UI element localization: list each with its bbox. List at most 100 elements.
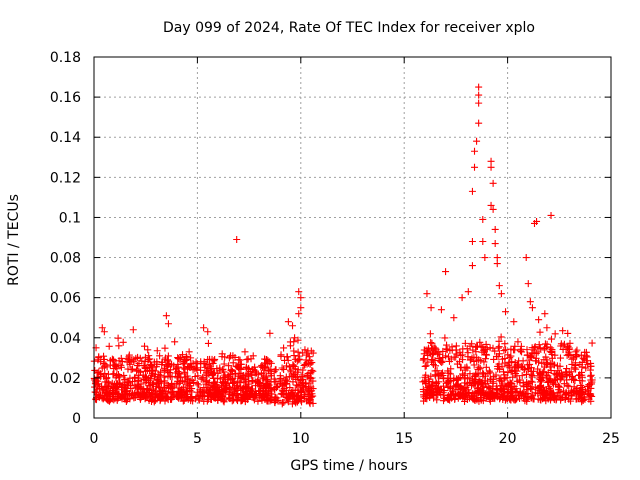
data-point <box>440 394 448 402</box>
data-point <box>479 215 487 223</box>
data-point <box>535 316 543 324</box>
data-point <box>442 352 450 360</box>
data-point <box>475 83 483 91</box>
data-point <box>111 389 119 397</box>
data-point <box>562 390 570 398</box>
y-tick-label: 0.14 <box>50 130 81 146</box>
data-point <box>241 348 249 356</box>
data-point <box>115 391 123 399</box>
data-point <box>295 288 303 296</box>
data-point <box>297 388 305 396</box>
data-point <box>291 334 299 342</box>
data-point <box>266 329 274 337</box>
data-point <box>471 397 479 405</box>
data-point <box>543 324 551 332</box>
data-point <box>482 363 490 371</box>
data-point <box>514 391 522 399</box>
data-point <box>419 356 427 364</box>
data-point <box>499 380 507 388</box>
data-point <box>179 383 187 391</box>
data-point <box>459 370 467 378</box>
data-point <box>544 372 552 380</box>
data-point <box>295 355 303 363</box>
data-point <box>423 395 431 403</box>
data-point <box>485 367 493 375</box>
data-point <box>174 354 182 362</box>
data-point <box>487 375 495 383</box>
data-point <box>298 398 306 406</box>
data-point <box>284 394 292 402</box>
data-point <box>557 372 565 380</box>
data-point <box>536 328 544 336</box>
data-point <box>132 383 140 391</box>
y-tick-label: 0.16 <box>50 90 81 106</box>
data-point <box>562 345 570 353</box>
data-point <box>222 379 230 387</box>
data-point <box>437 306 445 314</box>
data-point <box>162 312 170 320</box>
data-point <box>557 340 565 348</box>
data-point <box>104 396 112 404</box>
data-point <box>450 383 458 391</box>
y-tick-label: 0.06 <box>50 291 81 307</box>
data-point <box>288 391 296 399</box>
data-point <box>439 369 447 377</box>
data-point <box>459 351 467 359</box>
data-point <box>571 376 579 384</box>
data-point <box>175 394 183 402</box>
data-point <box>161 344 169 352</box>
data-point <box>194 372 202 380</box>
data-point <box>433 388 441 396</box>
data-point <box>257 370 265 378</box>
data-point <box>531 383 539 391</box>
data-point <box>448 391 456 399</box>
chart-title: Day 099 of 2024, Rate Of TEC Index for r… <box>163 20 535 36</box>
data-point <box>288 400 296 408</box>
data-point <box>461 339 469 347</box>
data-point <box>301 346 309 354</box>
data-point <box>200 324 208 332</box>
data-point <box>308 366 316 374</box>
data-point <box>477 357 485 365</box>
data-point <box>556 362 564 370</box>
data-point <box>289 386 297 394</box>
data-point <box>527 383 535 391</box>
data-point <box>233 236 241 244</box>
data-point <box>155 384 163 392</box>
data-point <box>174 355 182 363</box>
data-point <box>496 395 504 403</box>
data-point <box>493 390 501 398</box>
y-tick-label: 0.12 <box>50 170 81 186</box>
data-point <box>487 201 495 209</box>
data-point <box>254 397 262 405</box>
data-point <box>468 238 476 246</box>
data-point <box>573 395 581 403</box>
data-point <box>260 364 268 372</box>
data-point <box>309 349 317 357</box>
data-point <box>102 374 110 382</box>
data-point <box>480 348 488 356</box>
data-point <box>457 351 465 359</box>
data-point <box>436 356 444 364</box>
data-point <box>427 339 435 347</box>
data-point <box>228 367 236 375</box>
data-point <box>427 304 435 312</box>
data-point <box>523 386 531 394</box>
data-point <box>129 326 137 334</box>
data-points <box>90 83 596 408</box>
data-point <box>100 355 108 363</box>
data-point <box>153 360 161 368</box>
data-point <box>566 371 574 379</box>
data-point <box>493 382 501 390</box>
data-point <box>489 179 497 187</box>
data-point <box>280 365 288 373</box>
data-point <box>175 370 183 378</box>
data-point <box>424 386 432 394</box>
data-point <box>559 327 567 335</box>
data-point <box>125 379 133 387</box>
data-point <box>532 357 540 365</box>
data-point <box>228 375 236 383</box>
data-point <box>235 370 243 378</box>
data-point <box>535 341 543 349</box>
data-point <box>155 370 163 378</box>
